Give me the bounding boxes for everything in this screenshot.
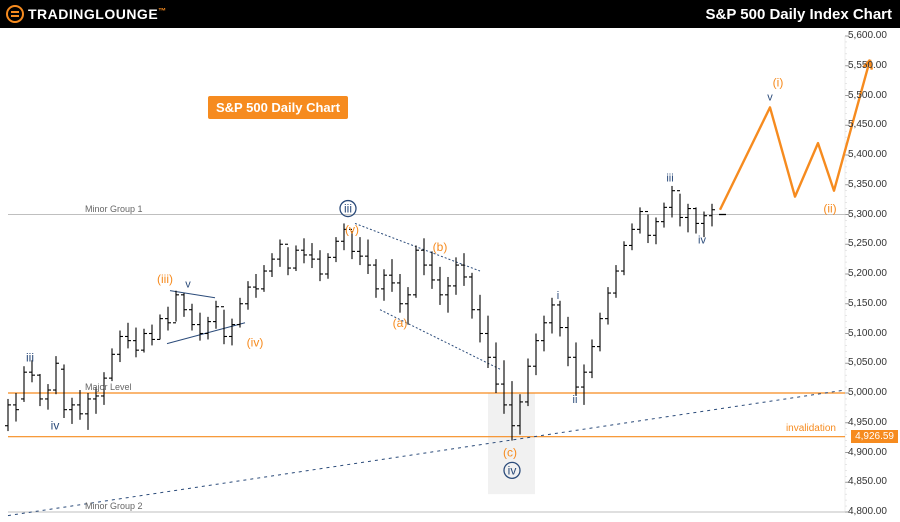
- svg-text:i: i: [557, 290, 559, 302]
- y-tick: 5,550.00: [848, 60, 898, 71]
- logo-text: TRADINGLOUNGE™: [28, 6, 167, 22]
- y-tick: 5,050.00: [848, 357, 898, 368]
- chart-area: iiiiv(iii)v(iv)iii(v)(a)(b)(c)iviiiiiiiv…: [0, 28, 900, 522]
- y-tick: 4,850.00: [848, 476, 898, 487]
- level-label: Minor Group 1: [85, 204, 143, 214]
- y-tick: 5,400.00: [848, 149, 898, 160]
- svg-text:ii: ii: [573, 394, 578, 406]
- y-tick: 5,450.00: [848, 119, 898, 130]
- header-title: S&P 500 Daily Index Chart: [706, 6, 892, 23]
- svg-text:v: v: [767, 92, 773, 104]
- y-tick: 4,900.00: [848, 447, 898, 458]
- svg-text:(iii): (iii): [157, 272, 173, 286]
- y-tick: 5,350.00: [848, 179, 898, 190]
- header-bar: TRADINGLOUNGE™ S&P 500 Daily Index Chart: [0, 0, 900, 28]
- y-tick: 5,500.00: [848, 90, 898, 101]
- level-label: Major Level: [85, 382, 132, 392]
- svg-text:iv: iv: [508, 463, 517, 477]
- svg-text:(c): (c): [503, 446, 517, 460]
- svg-text:(b): (b): [433, 240, 448, 254]
- svg-text:iv: iv: [698, 234, 706, 246]
- svg-text:(i): (i): [773, 75, 784, 89]
- y-tick: 5,150.00: [848, 298, 898, 309]
- y-tick: 5,600.00: [848, 30, 898, 41]
- y-tick: 4,950.00: [848, 417, 898, 428]
- y-tick: 5,000.00: [848, 387, 898, 398]
- y-tick: 5,200.00: [848, 268, 898, 279]
- svg-text:v: v: [185, 279, 191, 291]
- y-tick: 5,250.00: [848, 238, 898, 249]
- svg-text:(iv): (iv): [247, 335, 264, 349]
- logo-icon: [6, 5, 24, 23]
- svg-text:iv: iv: [51, 419, 60, 433]
- logo: TRADINGLOUNGE™: [6, 5, 167, 23]
- y-tick: 5,300.00: [848, 209, 898, 220]
- y-tick: 4,800.00: [848, 506, 898, 517]
- svg-text:iii: iii: [26, 350, 34, 364]
- invalidation-price-tag: 4,926.59: [851, 430, 898, 443]
- svg-text:iii: iii: [344, 202, 352, 216]
- chart-svg: iiiiv(iii)v(iv)iii(v)(a)(b)(c)iviiiiiiiv…: [0, 28, 900, 522]
- y-tick: 5,100.00: [848, 328, 898, 339]
- chart-title-box: S&P 500 Daily Chart: [208, 96, 348, 119]
- svg-text:(ii): (ii): [823, 202, 836, 216]
- svg-text:(v): (v): [345, 222, 359, 236]
- svg-text:(a): (a): [393, 316, 408, 330]
- svg-text:iii: iii: [666, 173, 673, 185]
- invalidation-label: invalidation: [786, 423, 836, 434]
- level-label: Minor Group 2: [85, 501, 143, 511]
